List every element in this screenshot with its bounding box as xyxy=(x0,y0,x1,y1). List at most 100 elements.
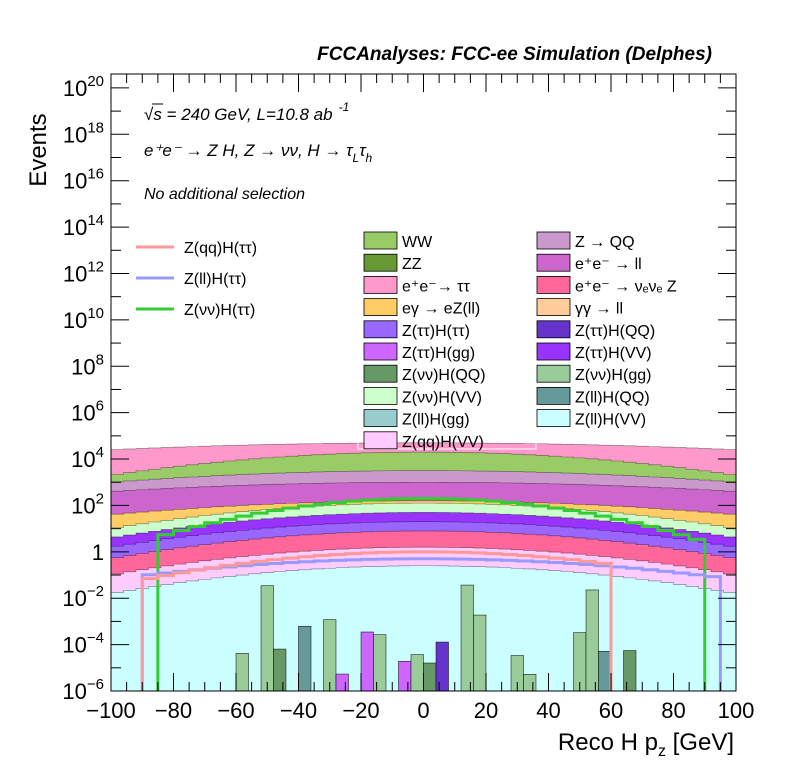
bkg-legend-swatch xyxy=(536,231,571,250)
spike-12 xyxy=(260,585,274,692)
spike-41 xyxy=(623,650,637,692)
spike-13 xyxy=(273,648,287,692)
bkg-legend-swatch xyxy=(536,364,571,383)
x-tick-label: −60 xyxy=(217,698,254,723)
bkg-legend-label: γγ → ll xyxy=(575,301,623,318)
bkg-legend-label: Z(νν)H(QQ) xyxy=(402,367,486,384)
bkg-legend-label: Z(νν)H(VV) xyxy=(402,389,482,406)
process-sub2: h xyxy=(366,151,373,165)
bkg-legend-label: Z(ll)H(QQ) xyxy=(575,389,650,406)
y-tick-label: 1010 xyxy=(63,305,104,333)
bkg-legend-swatch xyxy=(536,298,571,317)
bkg-legend-label: ZZ xyxy=(402,256,422,273)
selection-annotation: No additional selection xyxy=(144,186,305,203)
signal-legend-label: Z(ll)H(ττ) xyxy=(184,271,246,288)
bkg-legend-label: Z(ll)H(VV) xyxy=(575,412,646,429)
spike-18 xyxy=(335,673,349,692)
bkg-legend-label: e⁺e⁻ → νₑνₑ Z xyxy=(575,278,677,295)
bkg-legend-label: Z(ττ)H(VV) xyxy=(575,345,652,362)
y-tick-label: 104 xyxy=(71,444,104,472)
bkg-legend-swatch xyxy=(363,364,398,383)
signal-legend: Z(qq)H(ττ) Z(ll)H(ττ) Z(νν)H(ττ) xyxy=(136,240,257,319)
x-axis-label-sub: z xyxy=(658,743,666,760)
x-tick-label: 80 xyxy=(661,698,685,723)
bkg-legend-swatch xyxy=(363,409,398,428)
background-legend: WW Z → QQ ZZ e⁺e⁻ → ll e⁺e⁻→ ττ e⁺e⁻ → νₑνₑ Z… xyxy=(357,231,677,451)
signal-lines xyxy=(140,497,722,691)
x-tick-label: 0 xyxy=(417,698,429,723)
x-tick-label: 20 xyxy=(474,698,498,723)
process-sub1: L xyxy=(353,151,360,165)
spike-29 xyxy=(473,614,487,692)
y-tick-label: 108 xyxy=(71,351,104,379)
spike-28 xyxy=(460,584,474,692)
signal-line-0 xyxy=(156,497,707,691)
y-tick-label: 10−2 xyxy=(62,583,104,611)
x-tick-label: −20 xyxy=(342,698,379,723)
x-axis-label: Reco H pz [GeV] xyxy=(558,729,734,760)
y-tick-label: 102 xyxy=(71,490,104,518)
bkg-legend-label: e⁺e⁻ → ll xyxy=(575,256,642,273)
process-mid: τ xyxy=(359,141,367,160)
signal-legend-label: Z(νν)H(ττ) xyxy=(184,302,255,319)
bkg-legend-swatch xyxy=(536,342,571,361)
spike-33 xyxy=(523,674,537,692)
bkg-legend-label: Z(ττ)H(ττ) xyxy=(402,323,470,340)
spike-layer xyxy=(235,584,637,692)
spike-38 xyxy=(585,589,599,692)
bkg-legend-swatch xyxy=(363,386,398,405)
y-tick-label: 1 xyxy=(92,540,104,565)
bkg-legend-swatch xyxy=(536,409,571,428)
signal-legend-label: Z(qq)H(ττ) xyxy=(184,240,257,257)
y-tick-label: 106 xyxy=(71,398,104,426)
x-tick-label: −100 xyxy=(86,698,136,723)
bkg-legend-label: eγ → eZ(ll) xyxy=(402,301,480,318)
y-tick-label: 10−6 xyxy=(62,676,104,704)
bkg-legend-label: Z → QQ xyxy=(575,234,635,251)
y-tick-label: 1020 xyxy=(63,73,104,101)
x-tick-label: 40 xyxy=(536,698,560,723)
bkg-legend-swatch xyxy=(363,275,398,294)
bkg-legend-swatch xyxy=(363,231,398,250)
y-tick-label: 1014 xyxy=(63,212,104,240)
spike-17 xyxy=(323,619,337,692)
chart-title: FCCAnalyses: FCC-ee Simulation (Delphes) xyxy=(317,44,712,65)
bkg-legend-swatch xyxy=(363,342,398,361)
bkg-legend-swatch xyxy=(536,386,571,405)
bkg-legend-label: WW xyxy=(402,234,433,251)
bkg-legend-label: Z(qq)H(VV) xyxy=(402,434,484,451)
legend-box-edge xyxy=(357,431,537,450)
spike-20 xyxy=(360,631,374,692)
bkg-legend-label: Z(νν)H(gg) xyxy=(575,367,651,384)
bkg-legend-label: e⁺e⁻→ ττ xyxy=(402,278,470,295)
energy-annotation: √s = 240 GeV, L=10.8 ab -1 xyxy=(144,100,349,124)
x-axis-label-main: Reco H p xyxy=(558,729,658,756)
bkg-legend-swatch xyxy=(536,253,571,272)
x-tick-label: −80 xyxy=(155,698,192,723)
spike-26 xyxy=(435,641,449,692)
y-tick-label: 10−4 xyxy=(62,630,104,658)
x-tick-label: 60 xyxy=(599,698,623,723)
y-axis-label: Events xyxy=(25,113,52,186)
process-text: e⁺e⁻ → Z H, Z → νν, H → τ xyxy=(144,141,354,160)
bkg-legend-label: Z(ll)H(gg) xyxy=(402,412,470,429)
energy-text: √s = 240 GeV, L=10.8 ab xyxy=(144,105,333,124)
x-tick-label: −40 xyxy=(280,698,317,723)
spike-24 xyxy=(410,654,424,692)
process-annotation: e⁺e⁻ → Z H, Z → νν, H → τLτh xyxy=(144,141,373,165)
y-tick-label: 1018 xyxy=(63,119,104,147)
spike-21 xyxy=(373,634,387,692)
y-tick-label: 1016 xyxy=(63,166,104,194)
y-tick-label: 1012 xyxy=(63,258,104,286)
bkg-legend-swatch xyxy=(363,320,398,339)
bkg-legend-swatch xyxy=(363,298,398,317)
bkg-legend-swatch xyxy=(363,431,398,450)
spike-10 xyxy=(235,653,249,692)
bkg-legend-label: Z(ττ)H(gg) xyxy=(402,345,475,362)
bkg-legend-swatch xyxy=(536,320,571,339)
axes: −100 −80 −60 −40 −20 0 20 40 60 80 100 10−6 10−4 10−2… xyxy=(62,73,754,723)
spike-25 xyxy=(423,662,437,692)
spike-15 xyxy=(298,625,312,692)
